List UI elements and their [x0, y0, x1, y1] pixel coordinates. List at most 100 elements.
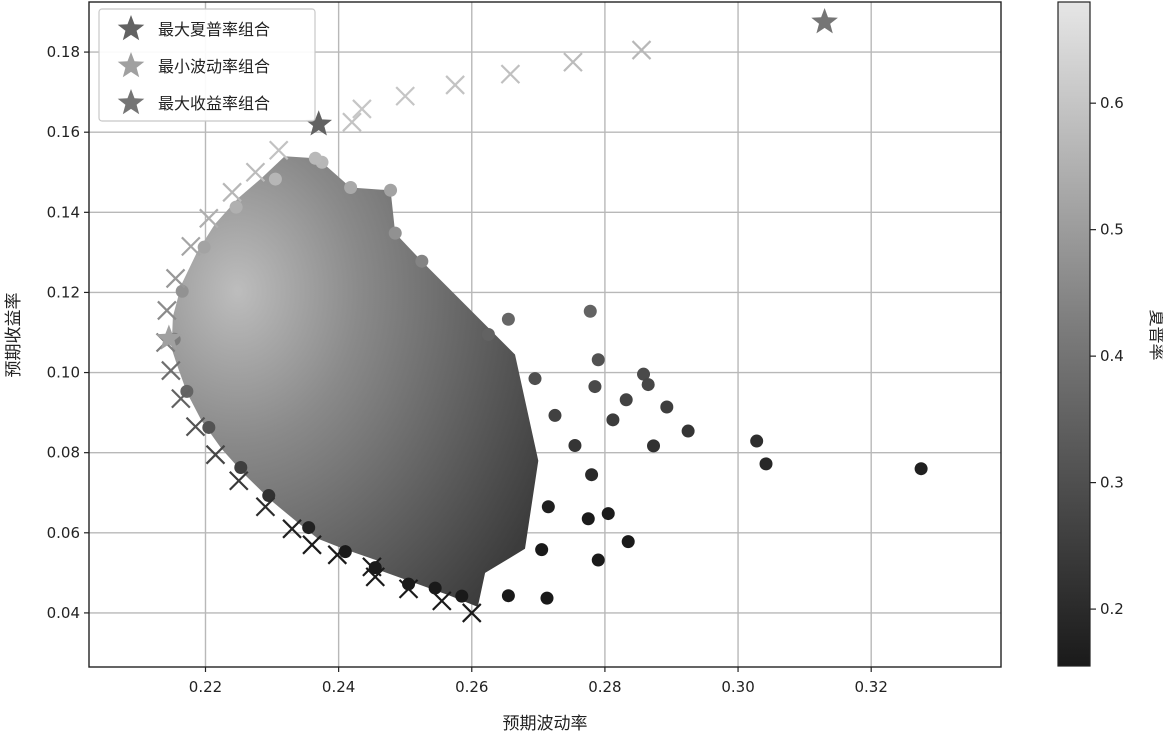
portfolio-point — [308, 151, 322, 165]
portfolio-point — [548, 408, 562, 422]
portfolio-point — [591, 353, 605, 367]
frontier-marker — [445, 75, 465, 95]
portfolio-cloud-points — [167, 151, 928, 605]
portfolio-point — [428, 581, 442, 595]
frontier-marker — [229, 470, 249, 491]
y-tick-label: 0.08 — [47, 444, 80, 462]
frontier-marker — [245, 162, 266, 183]
portfolio-point — [583, 304, 597, 318]
portfolio-point — [606, 413, 620, 427]
portfolio-point — [344, 180, 358, 194]
portfolio-point — [568, 438, 582, 452]
frontier-marker — [563, 52, 583, 72]
highlight-star — [811, 8, 838, 34]
portfolio-point — [591, 553, 605, 567]
frontier-marker — [161, 360, 181, 381]
portfolio-point — [338, 545, 352, 559]
portfolio-point — [541, 500, 555, 514]
portfolio-point — [647, 439, 661, 453]
colorbar-label: 夏普率 — [1146, 310, 1163, 361]
x-tick-label: 0.22 — [189, 678, 222, 696]
frontier-marker — [282, 519, 302, 539]
portfolio-point — [234, 461, 248, 474]
portfolio-point — [540, 591, 554, 605]
frontier-marker — [631, 40, 652, 60]
x-axis-ticks: 0.22 0.24 0.26 0.28 0.30 0.32 — [189, 667, 888, 696]
colorbar-tick-label: 0.2 — [1100, 600, 1124, 618]
frontier-marker — [395, 86, 415, 106]
y-tick-label: 0.06 — [47, 524, 80, 542]
portfolio-point — [914, 462, 928, 476]
colorbar-tick-label: 0.3 — [1100, 474, 1124, 492]
highlight-portfolios — [155, 8, 838, 350]
portfolio-point — [588, 380, 602, 394]
y-tick-label: 0.18 — [47, 43, 80, 61]
portfolio-point — [528, 372, 542, 386]
frontier-marker — [199, 208, 219, 229]
portfolio-point — [268, 172, 282, 186]
y-tick-label: 0.10 — [47, 364, 80, 382]
frontier-marker — [352, 99, 372, 119]
portfolio-point — [384, 183, 398, 197]
portfolio-point — [585, 468, 599, 482]
x-tick-label: 0.26 — [455, 678, 488, 696]
frontier-marker — [432, 591, 452, 611]
portfolio-point — [759, 457, 773, 471]
frontier-marker — [255, 496, 276, 517]
portfolio-cloud-body — [171, 156, 539, 607]
portfolio-point — [637, 367, 651, 381]
legend-star-icon — [117, 89, 145, 115]
legend-label: 最大收益率组合 — [158, 94, 270, 113]
portfolio-point — [501, 312, 515, 326]
portfolio-point — [581, 512, 595, 526]
y-tick-label: 0.14 — [47, 203, 80, 221]
plot-frame — [88, 1, 1002, 668]
portfolio-point — [302, 521, 316, 535]
portfolio-point — [641, 378, 655, 392]
legend-star-icon — [117, 52, 145, 78]
portfolio-point — [660, 400, 674, 414]
x-tick-label: 0.24 — [322, 678, 355, 696]
frontier-marker — [165, 268, 186, 289]
colorbar-tick-label: 0.5 — [1100, 221, 1124, 239]
portfolio-point — [415, 254, 429, 268]
frontier-marker — [181, 236, 201, 257]
frontier-marker — [365, 567, 386, 587]
colorbar-tick-label: 0.4 — [1100, 347, 1124, 365]
portfolio-point — [202, 420, 216, 434]
portfolio-point — [368, 561, 382, 575]
x-tick-label: 0.32 — [854, 678, 887, 696]
y-tick-label: 0.04 — [47, 604, 80, 622]
y-tick-label: 0.12 — [47, 283, 80, 301]
portfolio-point — [501, 589, 515, 603]
portfolio-point — [681, 424, 695, 438]
x-tick-label: 0.30 — [721, 678, 754, 696]
colorbar: 0.2 0.3 0.4 0.5 0.6 夏普率 — [1057, 1, 1163, 667]
portfolio-point — [455, 589, 469, 603]
frontier-marker — [327, 545, 348, 565]
frontier-marker — [500, 64, 521, 84]
y-axis-ticks: 0.04 0.06 0.08 0.10 0.12 0.14 0.16 0.18 — [47, 43, 89, 622]
efficient-frontier — [155, 40, 652, 623]
portfolio-point — [621, 535, 635, 549]
portfolio-point — [175, 284, 189, 298]
frontier-marker — [222, 182, 242, 203]
portfolio-point — [535, 543, 549, 557]
legend-frame — [98, 8, 316, 122]
portfolio-point — [619, 393, 633, 407]
legend-star-icon — [117, 15, 145, 41]
frontier-marker — [171, 388, 191, 409]
frontier-marker — [461, 603, 482, 623]
colorbar-ticks: 0.2 0.3 0.4 0.5 0.6 — [1090, 94, 1124, 618]
legend-label: 最大夏普率组合 — [158, 20, 270, 39]
colorbar-gradient — [1057, 1, 1091, 667]
y-axis-label: 预期收益率 — [4, 293, 24, 378]
portfolio-point — [229, 200, 243, 214]
portfolio-point — [388, 226, 402, 240]
portfolio-point — [750, 434, 764, 448]
legend-label: 最小波动率组合 — [158, 57, 270, 76]
frontier-marker — [342, 112, 362, 132]
portfolio-point — [601, 507, 615, 521]
